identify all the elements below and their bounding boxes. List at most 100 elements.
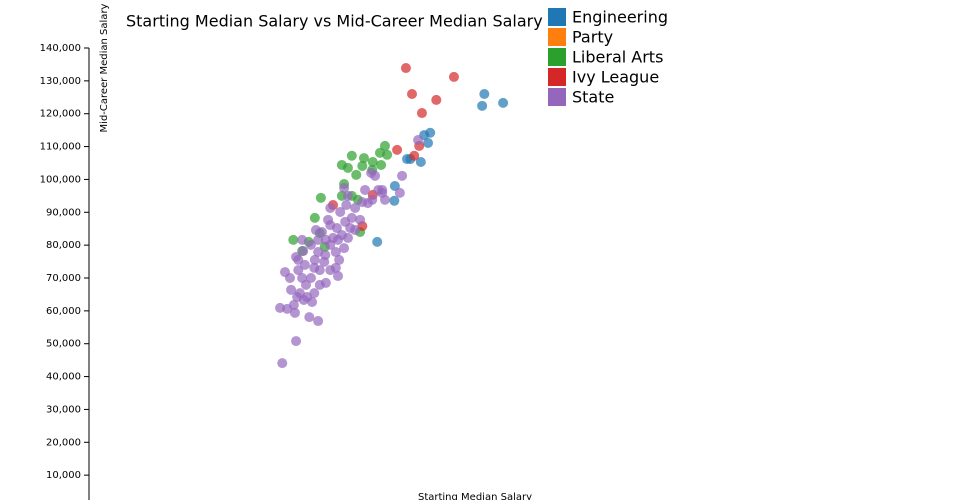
point <box>389 195 400 206</box>
y-tick-label: 20,000 <box>46 437 81 448</box>
point <box>325 203 336 214</box>
point <box>334 254 345 265</box>
point <box>357 160 368 171</box>
point <box>477 100 488 111</box>
point <box>330 262 341 273</box>
point <box>330 247 341 258</box>
point <box>358 153 369 164</box>
point <box>314 279 325 290</box>
legend-label: Engineering <box>572 8 668 27</box>
point <box>400 63 411 74</box>
point <box>367 194 378 205</box>
point <box>376 159 387 170</box>
point <box>350 203 361 214</box>
point <box>407 89 418 99</box>
point <box>280 267 291 278</box>
point <box>286 284 297 295</box>
point <box>382 149 393 160</box>
y-tick-label: 110,000 <box>40 142 81 153</box>
y-tick-label: 140,000 <box>40 43 81 54</box>
point <box>288 299 299 310</box>
y-tick-label: 70,000 <box>46 273 81 284</box>
x-axis-label: Starting Median Salary <box>418 492 532 500</box>
point <box>305 239 316 250</box>
point <box>397 170 408 181</box>
point <box>346 212 357 223</box>
y-tick-label: 80,000 <box>46 240 81 251</box>
point <box>277 358 288 369</box>
legend-label: State <box>572 88 614 107</box>
point <box>392 144 403 155</box>
point <box>360 184 371 195</box>
point <box>423 137 434 148</box>
point <box>323 214 334 225</box>
point <box>448 71 459 82</box>
legend-label: Ivy League <box>572 68 659 87</box>
legend-swatch <box>548 48 566 66</box>
point <box>379 140 390 151</box>
point <box>415 157 426 168</box>
point <box>342 162 353 173</box>
point <box>309 212 320 223</box>
y-tick-label: 30,000 <box>46 404 81 415</box>
point <box>351 169 362 180</box>
y-tick-label: 50,000 <box>46 339 81 350</box>
point <box>413 135 424 145</box>
legend-label: Party <box>572 28 613 47</box>
y-axis-label: Mid-Career Median Salary <box>99 3 110 132</box>
point <box>315 192 326 203</box>
point <box>341 200 352 211</box>
point <box>302 292 313 303</box>
point <box>333 271 344 282</box>
point <box>320 234 331 245</box>
point <box>389 181 400 191</box>
point <box>309 254 320 265</box>
legend-swatch <box>548 68 566 86</box>
point <box>313 234 324 245</box>
point <box>291 336 302 347</box>
point <box>298 246 309 257</box>
point <box>346 150 357 161</box>
point <box>310 225 321 236</box>
point <box>479 89 490 99</box>
point <box>313 316 324 327</box>
point <box>297 234 308 245</box>
point <box>300 279 311 290</box>
point <box>304 312 315 323</box>
point <box>431 94 442 105</box>
point <box>289 307 300 318</box>
y-tick-label: 130,000 <box>40 76 81 87</box>
point <box>345 223 356 234</box>
legend-swatch <box>548 88 566 106</box>
y-tick-label: 90,000 <box>46 207 81 218</box>
point <box>394 187 405 198</box>
point <box>366 167 377 178</box>
legend-swatch <box>548 8 566 26</box>
point <box>336 229 347 240</box>
chart-title: Starting Median Salary vs Mid-Career Med… <box>126 12 543 31</box>
point <box>377 184 388 195</box>
point <box>320 250 331 260</box>
y-tick-label: 100,000 <box>40 174 81 185</box>
legend-label: Liberal Arts <box>572 48 663 67</box>
point <box>342 190 353 201</box>
point <box>339 243 350 254</box>
point <box>309 262 320 273</box>
point <box>379 194 390 205</box>
point <box>288 234 299 245</box>
y-tick-label: 60,000 <box>46 306 81 317</box>
point <box>293 254 304 265</box>
point <box>335 206 346 217</box>
point <box>367 157 378 168</box>
point <box>498 97 509 108</box>
point <box>372 236 383 247</box>
y-tick-label: 40,000 <box>46 372 81 383</box>
y-tick-label: 120,000 <box>40 109 81 120</box>
legend-swatch <box>548 28 566 46</box>
point <box>355 214 366 225</box>
y-tick-label: 10,000 <box>46 470 81 481</box>
point <box>339 182 350 193</box>
point <box>409 150 420 161</box>
point <box>416 108 427 119</box>
